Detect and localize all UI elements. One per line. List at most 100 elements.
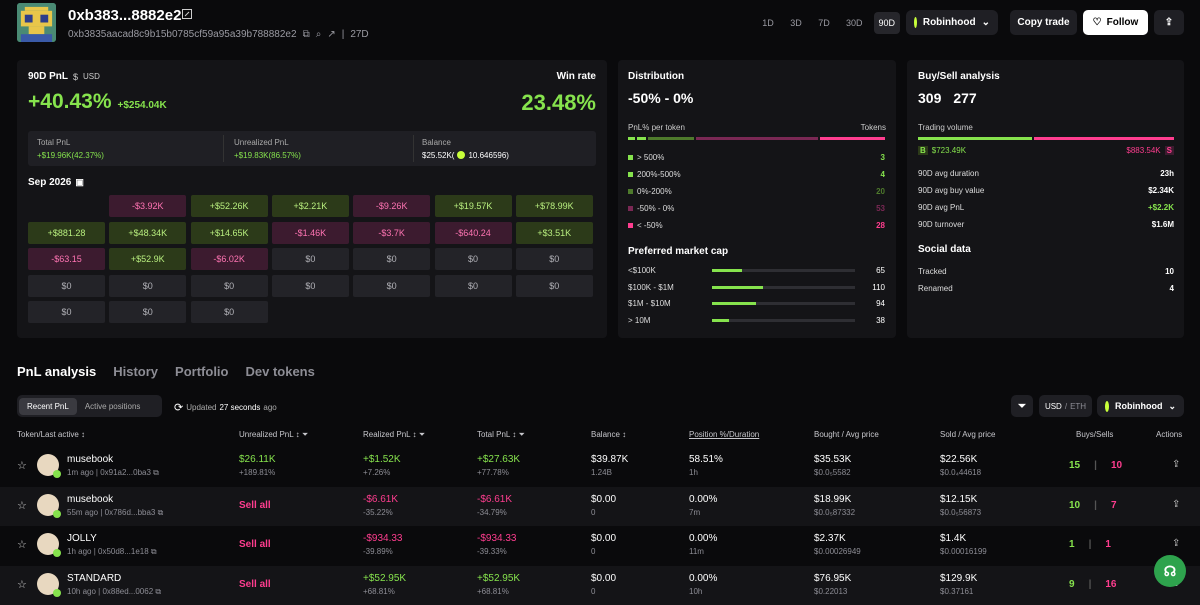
tf-30d[interactable]: 30D [846,18,863,28]
star-icon[interactable]: ☆ [17,539,27,551]
token-avatar [37,454,61,478]
currency-toggle[interactable]: USD / ETH [1039,395,1092,417]
trading-volume-label: Trading volume [918,123,973,132]
sell-all-button[interactable]: Sell all [239,539,271,550]
share-icon[interactable]: ⇪ [1172,538,1181,549]
sell-all-button[interactable]: Sell all [239,578,271,590]
sold-value: $22.56K [940,454,978,465]
bought-sub: $0.0₅5582 [814,468,851,477]
tf-7d[interactable]: 7D [818,18,830,28]
token-name[interactable]: STANDARD [67,572,122,584]
buysell-stat-row: 90D avg duration 23h [918,169,1174,178]
subtab-active-positions[interactable]: Active positions [84,401,141,411]
total-pnl-value: -$6.61K [477,493,513,505]
market-cap-bar-fill [712,318,730,322]
calendar-cell: $0 [190,301,268,323]
follow-button[interactable]: ♡ Follow [1083,10,1148,35]
pnl-unit: USD [83,72,100,81]
token-name[interactable]: JOLLY [67,533,97,544]
calendar-cell: +$3.51K [515,221,593,244]
tab-portfolio[interactable]: Portfolio [175,364,229,379]
tab-dev-tokens[interactable]: Dev tokens [245,364,315,379]
star-icon[interactable]: ☆ [17,578,27,591]
col-token[interactable]: Token/Last active ↕ [17,430,86,439]
support-chat-button[interactable]: ☊ [1154,555,1186,587]
copy-icon[interactable]: ⧉ [155,507,164,517]
calendar-cell: $0 [353,248,431,270]
refresh-icon[interactable]: ⟳ [174,402,184,414]
copy-icon[interactable]: ⧉ [153,586,162,596]
table-row[interactable]: ☆ JOLLY 1h ago | 0x50d8...1e18 ⧉ Sell all -$… [0,526,1200,565]
legend-swatch [628,155,633,160]
subtab-recent-pnl[interactable]: Recent PnL [19,397,77,415]
table-row[interactable]: ☆ STANDARD 10h ago | 0x88ed...0062 ⧉ Sell a… [0,565,1200,605]
platform-filter-select[interactable]: Robinhood ⌄ [1097,395,1184,417]
legend-swatch [628,206,633,211]
wallet-avatar [17,3,56,42]
sold-sub: $0.0₅56873 [940,507,982,517]
star-icon[interactable]: ☆ [17,499,27,512]
col-unrealized[interactable]: Unrealized PnL ↕ ⏷ [239,430,309,439]
sold-value: $129.9K [940,572,978,584]
market-cap-bar [712,302,855,305]
star-icon[interactable]: ☆ [17,460,27,472]
calendar-cell: $0 [109,274,187,297]
realized-pnl-value: -$934.33 [363,533,403,544]
table-row[interactable]: ☆ musebook 55m ago | 0x786d...bba3 ⧉ Sell a… [0,486,1200,526]
tf-1d[interactable]: 1D [762,18,774,28]
social-row: Tracked 10 [918,267,1174,276]
col-balance[interactable]: Balance ↕ [591,430,627,439]
share-icon[interactable]: ⇪ [1154,10,1184,35]
total-pnl-sub: -34.79% [477,507,507,517]
robinhood-icon [914,17,917,28]
tab-history[interactable]: History [113,364,159,379]
token-name[interactable]: musebook [67,493,114,505]
buysell-stat-row: 90D turnover $1.6M [918,220,1174,229]
search-icon[interactable]: ⌕ [315,29,322,40]
bought-value: $35.53K [814,454,852,465]
col-realized[interactable]: Realized PnL ↕ ⏷ [363,430,426,439]
distribution-row: < -50% 28 [628,221,885,230]
token-name[interactable]: musebook [67,454,114,465]
calendar-icon[interactable]: ▣ [75,177,84,187]
pnl-label: 90D PnL [28,71,69,82]
col-bought[interactable]: Bought / Avg price [814,430,879,439]
tab-pnl-analysis[interactable]: PnL analysis [17,364,97,379]
balance-value: $0.00 [591,493,617,505]
copy-trade-button[interactable]: Copy trade [1010,10,1077,35]
wallet-address: 0xb3835aacad8c9b15b0785cf59a95a39b788882… [68,29,297,40]
balance-value: $0.00 [591,572,617,584]
position-value: 0.00% [689,493,718,505]
market-cap-bar [712,269,855,272]
market-cap-row: > 10M 38 [628,315,885,325]
external-link-icon[interactable]: ↗ [327,29,336,40]
table-row[interactable]: ☆ musebook 1m ago | 0x91a2...0ba3 ⧉ $26.11K… [0,447,1200,486]
calendar-cell: -$3.7K [353,221,431,244]
tf-3d[interactable]: 3D [790,18,802,28]
col-total[interactable]: Total PnL ↕ ⏷ [477,430,525,439]
copy-icon[interactable]: ⧉ [150,468,159,477]
col-sold[interactable]: Sold / Avg price [940,430,996,439]
calendar-cell: -$1.46K [271,221,349,244]
market-cap-bar-fill [712,269,743,272]
edit-icon[interactable] [182,9,192,22]
distribution-row: 0%-200% 20 [628,187,885,196]
copy-icon[interactable]: ⧉ [148,547,157,556]
sell-all-button[interactable]: Sell all [239,499,271,511]
position-value: 0.00% [689,533,718,544]
filter-icon[interactable]: ⏷ [1011,395,1033,417]
verified-badge [53,588,61,597]
bought-sub: $0.00026949 [814,547,861,556]
bought-value: $18.99K [814,493,852,505]
buys-count: 15 [1069,460,1081,471]
divider: | [1088,578,1092,590]
share-icon[interactable]: ⇪ [1172,498,1181,510]
platform-select[interactable]: Robinhood ⌄ [906,10,998,35]
col-position[interactable]: Position %/Duration [689,430,760,439]
position-sub: 11m [689,547,704,556]
tokens-label: Tokens [860,123,886,132]
bought-value: $2.37K [814,533,846,544]
share-icon[interactable]: ⇪ [1172,459,1181,470]
tf-90d[interactable]: 90D [873,12,901,34]
copy-icon[interactable]: ⧉ [302,29,310,40]
